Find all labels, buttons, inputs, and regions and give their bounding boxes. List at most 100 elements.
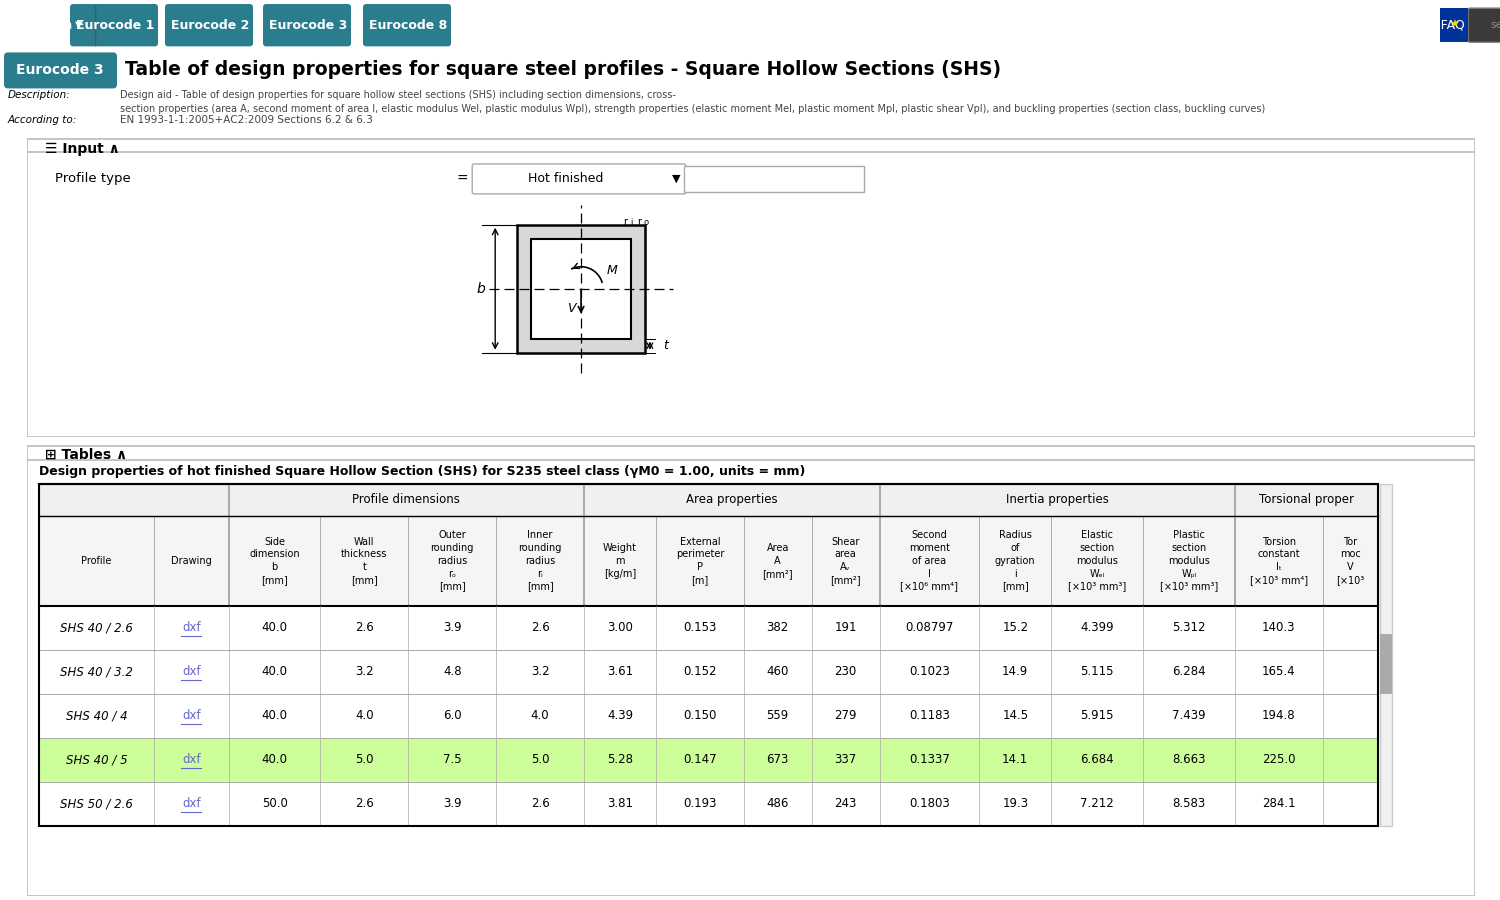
Text: 194.8: 194.8 xyxy=(1262,709,1296,722)
Bar xyxy=(1380,484,1392,825)
Text: 4.399: 4.399 xyxy=(1080,621,1114,634)
FancyBboxPatch shape xyxy=(1468,8,1500,42)
Text: 460: 460 xyxy=(766,665,789,679)
Text: Eurocode 1: Eurocode 1 xyxy=(76,19,154,32)
FancyBboxPatch shape xyxy=(165,4,254,47)
Text: ★: ★ xyxy=(964,193,1046,281)
Text: Shear
area
Aᵥ
[mm²]: Shear area Aᵥ [mm²] xyxy=(831,536,861,585)
Text: ▼: ▼ xyxy=(75,20,82,31)
Text: Second
moment
of area
I
[×10⁶ mm⁴]: Second moment of area I [×10⁶ mm⁴] xyxy=(900,530,958,591)
Text: 5.28: 5.28 xyxy=(608,753,633,766)
Text: Weight
m
[kg/m]: Weight m [kg/m] xyxy=(603,543,638,579)
Bar xyxy=(39,516,1377,606)
Text: 6.284: 6.284 xyxy=(1172,665,1206,679)
Text: 5.915: 5.915 xyxy=(1080,709,1114,722)
Bar xyxy=(39,738,1377,781)
Text: 140.3: 140.3 xyxy=(1262,621,1296,634)
Text: 165.4: 165.4 xyxy=(1262,665,1296,679)
Text: 2.6: 2.6 xyxy=(356,797,374,810)
Text: 8.583: 8.583 xyxy=(1173,797,1206,810)
Text: 7.212: 7.212 xyxy=(1080,797,1114,810)
Text: Eurocode 3: Eurocode 3 xyxy=(16,63,104,77)
Text: SHS 40 / 4: SHS 40 / 4 xyxy=(66,709,128,722)
Text: ☰ Input ∧: ☰ Input ∧ xyxy=(45,142,120,156)
Text: SHS 40 / 3.2: SHS 40 / 3.2 xyxy=(60,665,134,679)
Text: 3.9: 3.9 xyxy=(442,797,462,810)
Text: dxf: dxf xyxy=(182,709,201,722)
Text: 0.147: 0.147 xyxy=(682,753,717,766)
Text: r: r xyxy=(638,217,640,227)
Text: 40.0: 40.0 xyxy=(261,753,288,766)
Text: ★: ★ xyxy=(1341,205,1408,279)
Bar xyxy=(1380,634,1392,694)
Text: 3.61: 3.61 xyxy=(608,665,633,679)
Text: ▼: ▼ xyxy=(672,174,680,184)
Bar xyxy=(531,238,632,338)
Text: 2.6: 2.6 xyxy=(356,621,374,634)
Text: Torsional proper: Torsional proper xyxy=(1258,493,1354,507)
Text: 4.8: 4.8 xyxy=(442,665,462,679)
FancyBboxPatch shape xyxy=(4,52,117,88)
Text: SHS 40 / 2.6: SHS 40 / 2.6 xyxy=(60,621,134,634)
Text: Eurocode 8: Eurocode 8 xyxy=(369,19,447,32)
FancyBboxPatch shape xyxy=(262,4,351,47)
Text: 2.6: 2.6 xyxy=(531,797,549,810)
Text: 3.2: 3.2 xyxy=(356,665,374,679)
Text: 14.9: 14.9 xyxy=(1002,665,1029,679)
Text: 0.150: 0.150 xyxy=(682,709,717,722)
Text: Drawing: Drawing xyxy=(171,556,211,566)
Text: 243: 243 xyxy=(834,797,856,810)
Bar xyxy=(518,225,645,353)
Text: =: = xyxy=(456,172,468,186)
Text: 14.1: 14.1 xyxy=(1002,753,1029,766)
Text: Profile: Profile xyxy=(81,556,111,566)
Text: 19.3: 19.3 xyxy=(1002,797,1029,810)
Text: ⚙: ⚙ xyxy=(15,18,28,32)
Text: 5.0: 5.0 xyxy=(531,753,549,766)
Text: 15.2: 15.2 xyxy=(1002,621,1029,634)
Text: Plastic
section
modulus
Wₚₗ
[×10³ mm³]: Plastic section modulus Wₚₗ [×10³ mm³] xyxy=(1160,530,1218,591)
Text: i: i xyxy=(630,218,633,227)
Text: 0.152: 0.152 xyxy=(682,665,717,679)
Text: search...: search... xyxy=(1490,20,1500,31)
Bar xyxy=(39,781,1377,825)
Text: 4.39: 4.39 xyxy=(608,709,633,722)
Text: 284.1: 284.1 xyxy=(1262,797,1296,810)
Text: b: b xyxy=(477,282,486,296)
Text: 0.1803: 0.1803 xyxy=(909,797,950,810)
Text: 0.1183: 0.1183 xyxy=(909,709,950,722)
Text: Eurocode 3: Eurocode 3 xyxy=(268,19,346,32)
Text: Profile type: Profile type xyxy=(56,173,130,185)
Text: V: V xyxy=(567,302,576,315)
Text: ⌂ Home: ⌂ Home xyxy=(1240,19,1288,32)
Text: Area
A
[mm²]: Area A [mm²] xyxy=(762,543,794,579)
Text: 3.9: 3.9 xyxy=(442,621,462,634)
Text: 7.5: 7.5 xyxy=(442,753,462,766)
Text: Design aid - Table of design properties for square hollow steel sections (SHS) i: Design aid - Table of design properties … xyxy=(120,91,676,101)
Text: 4.0: 4.0 xyxy=(356,709,374,722)
Text: dxf: dxf xyxy=(182,621,201,634)
Text: SHS 40 / 5: SHS 40 / 5 xyxy=(66,753,128,766)
Text: 225.0: 225.0 xyxy=(1262,753,1296,766)
Text: ★: ★ xyxy=(1449,20,1460,31)
Text: 40.0: 40.0 xyxy=(261,621,288,634)
Text: 5.312: 5.312 xyxy=(1172,621,1206,634)
Text: r: r xyxy=(622,217,627,227)
Text: 0.1337: 0.1337 xyxy=(909,753,950,766)
Text: ✉ Contact: ✉ Contact xyxy=(1330,19,1394,32)
Text: Inner
rounding
radius
rᵢ
[mm]: Inner rounding radius rᵢ [mm] xyxy=(519,530,562,591)
Text: o: o xyxy=(644,218,650,227)
Text: 6.0: 6.0 xyxy=(442,709,462,722)
Text: Design: Design xyxy=(30,19,74,32)
Text: 4.0: 4.0 xyxy=(531,709,549,722)
Text: 8.663: 8.663 xyxy=(1172,753,1206,766)
Text: 14.5: 14.5 xyxy=(1002,709,1029,722)
Bar xyxy=(39,484,1377,825)
Text: Table of design properties for square steel profiles - Square Hollow Sections (S: Table of design properties for square st… xyxy=(124,60,1001,79)
Text: dxf: dxf xyxy=(182,665,201,679)
Text: 7.439: 7.439 xyxy=(1172,709,1206,722)
Text: 5.115: 5.115 xyxy=(1080,665,1114,679)
Text: 559: 559 xyxy=(766,709,789,722)
Text: Torsion
constant
Iₜ
[×10³ mm⁴]: Torsion constant Iₜ [×10³ mm⁴] xyxy=(1250,536,1308,585)
Text: ⊞ Tables ∧: ⊞ Tables ∧ xyxy=(45,448,128,462)
